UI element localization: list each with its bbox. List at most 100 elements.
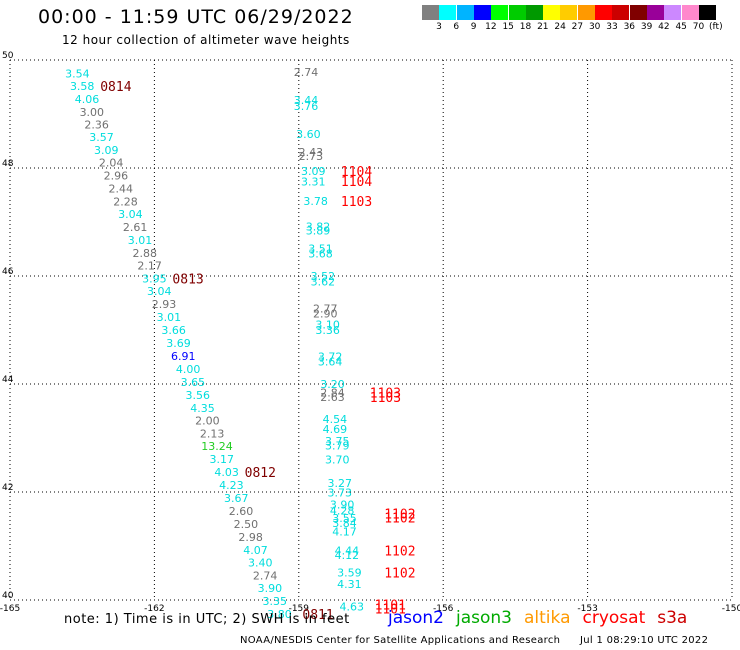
wave-height-label: 3.20: [320, 378, 345, 391]
satellite-jason3: jason3: [456, 608, 512, 628]
wave-height-label: 3.64: [318, 355, 343, 368]
pass-time-label: 1103: [370, 391, 401, 406]
legend-swatch: [456, 5, 474, 20]
legend-label: 15: [502, 22, 514, 32]
wave-height-label: 6.91: [171, 350, 196, 363]
wave-height-label: 3.55: [332, 512, 357, 525]
wave-height-label: 2.77: [313, 302, 338, 315]
lon-tick-label: -165: [0, 604, 20, 614]
legend-swatch: [595, 5, 612, 20]
satellite-s3a: s3a: [657, 608, 688, 628]
legend-label: 18: [519, 22, 532, 32]
pass-time-label: 1101: [375, 598, 406, 613]
legend-swatch: [543, 5, 561, 20]
lon-tick-label: -156: [433, 604, 454, 614]
wave-height-label: 2.74: [253, 570, 278, 583]
wave-height-label: 3.09: [94, 144, 119, 157]
wave-height-label: 2.93: [152, 298, 177, 311]
wave-height-label: 3.04: [147, 285, 172, 298]
wave-height-label: 4.28: [330, 504, 355, 517]
wave-height-label: 2.00: [195, 415, 220, 428]
legend-swatch: [612, 5, 630, 20]
wave-height-label: 3.80: [267, 608, 292, 621]
wave-height-label: 2.43: [299, 146, 324, 159]
wave-height-label: 3.72: [318, 350, 343, 363]
wave-height-label: 4.07: [243, 544, 268, 557]
wave-height-label: 2.90: [313, 307, 338, 320]
wave-height-label: 3.09: [301, 165, 326, 178]
wave-height-label: 3.90: [330, 498, 355, 511]
legend-label: 30: [588, 22, 601, 32]
legend-label: 12: [485, 22, 497, 32]
pass-time-label: 1104: [341, 175, 372, 190]
wave-height-label: 3.60: [296, 128, 321, 141]
wave-height-label: 3.78: [303, 195, 328, 208]
wave-height-label: 3.27: [327, 477, 352, 490]
pass-time-label: 1102: [384, 544, 415, 559]
legend-label: 36: [623, 22, 636, 32]
credit-line: NOAA/NESDIS Center for Satellite Applica…: [240, 635, 561, 646]
wave-height-label: 2.13: [200, 428, 225, 441]
pass-time-label: 0813: [172, 273, 203, 288]
wave-height-label: 2.17: [137, 260, 162, 273]
legend-swatch: [646, 5, 664, 20]
legend-label: 27: [571, 22, 584, 32]
wave-height-label: 4.00: [176, 363, 201, 376]
lon-tick-label: -159: [289, 604, 310, 614]
satellite-jason2: jason2: [388, 608, 444, 628]
wave-height-label: 3.69: [166, 337, 191, 350]
wave-height-label: 3.51: [308, 242, 333, 255]
legend-swatch: [681, 5, 699, 20]
satellite-altika: altika: [524, 608, 571, 628]
generated-timestamp: Jul 1 08:29:10 UTC 2022: [580, 635, 709, 646]
legend-swatch: [508, 5, 526, 20]
legend-swatch: [664, 5, 682, 20]
pass-time-label: 1102: [384, 511, 415, 526]
wave-height-label: 3.52: [311, 270, 336, 283]
wave-height-label: 3.79: [325, 440, 350, 453]
wave-height-label: 3.44: [294, 94, 319, 107]
wave-height-label: 4.17: [332, 525, 357, 538]
pass-time-label: 1102: [384, 566, 415, 581]
legend-swatch: [525, 5, 543, 20]
wave-height-label: 3.95: [142, 273, 167, 286]
wave-height-label: 2.44: [108, 183, 133, 196]
wave-height-label: 4.35: [190, 402, 215, 415]
wave-height-label: 4.03: [214, 466, 239, 479]
wave-height-label: 4.54: [323, 413, 348, 426]
wave-height-label: 3.31: [301, 176, 326, 189]
wave-height-label: 3.62: [311, 275, 336, 288]
pass-time-label: 1104: [341, 165, 372, 180]
legend-swatch: [560, 5, 578, 20]
legend-swatch: [577, 5, 595, 20]
wave-height-label: 2.28: [113, 195, 138, 208]
legend-label: 42: [658, 22, 670, 32]
wave-height-label: 3.89: [306, 225, 331, 238]
wave-height-label: 4.63: [339, 600, 364, 613]
legend-swatch: [698, 5, 716, 20]
wave-height-label: 3.65: [181, 376, 206, 389]
page-subtitle: 12 hour collection of altimeter wave hei…: [62, 33, 350, 47]
wave-height-label: 3.01: [128, 234, 153, 247]
legend-swatch: [439, 5, 457, 20]
wave-height-label: 3.67: [224, 492, 249, 505]
satellite-key: jason2 jason3 altika cryosat s3a: [388, 608, 699, 628]
wave-height-label: 3.35: [262, 595, 287, 608]
lat-tick-label: 48: [2, 159, 14, 169]
wave-height-label: 3.00: [80, 106, 105, 119]
page-title: 00:00 - 11:59 UTC 06/29/2022: [38, 6, 354, 28]
pass-time-label: 1102: [384, 508, 415, 523]
wave-height-label: 3.90: [258, 582, 283, 595]
wave-height-label: 2.63: [320, 391, 345, 404]
legend-label: 3: [436, 22, 442, 32]
wave-height-label: 3.57: [89, 131, 114, 144]
wave-height-label: 3.17: [210, 453, 235, 466]
wave-height-label: 3.75: [325, 435, 350, 448]
lon-tick-label: -153: [577, 604, 597, 614]
legend-swatch: [629, 5, 647, 20]
wave-height-label: 4.23: [219, 479, 244, 492]
wave-height-label: 3.59: [337, 566, 362, 579]
footnote: note: 1) Time is in UTC; 2) SWH is in fe…: [64, 612, 350, 627]
wave-height-label: 2.73: [299, 150, 324, 163]
